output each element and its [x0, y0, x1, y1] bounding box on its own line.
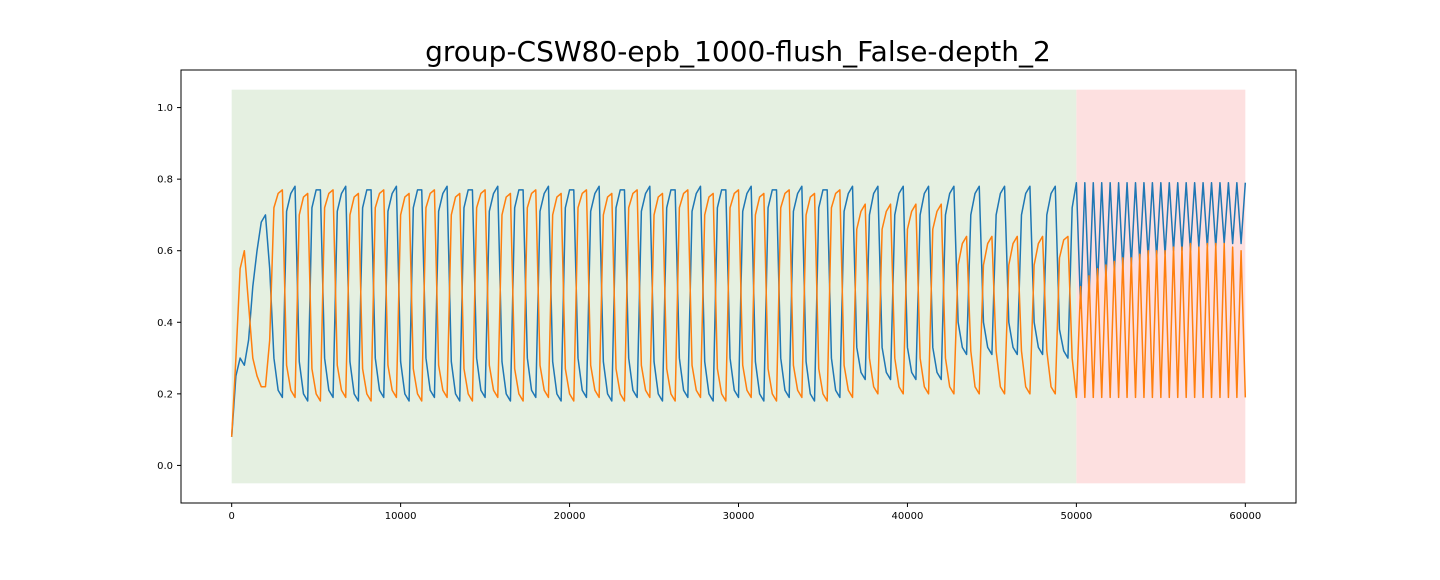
y-tick-label: 1.0: [157, 103, 173, 114]
y-tick-label: 0.0: [157, 461, 173, 472]
y-tick-label: 0.6: [157, 246, 173, 257]
x-tick-label: 60000: [1229, 511, 1261, 522]
x-tick-label: 50000: [1060, 511, 1092, 522]
x-tick-label: 30000: [723, 511, 755, 522]
y-tick-label: 0.4: [157, 318, 173, 329]
series-line: [230, 181, 1247, 437]
x-tick-label: 10000: [385, 511, 417, 522]
x-tick-label: 20000: [554, 511, 586, 522]
x-tick-label: 0: [228, 511, 234, 522]
series-line: [230, 189, 1247, 437]
y-tick-label: 0.8: [157, 175, 173, 186]
chart-title: group-CSW80-epb_1000-flush_False-depth_2: [425, 35, 1051, 68]
x-tick-label: 40000: [892, 511, 924, 522]
shaded-span: [1076, 89, 1246, 484]
shaded-span: [231, 89, 1077, 484]
y-tick-label: 0.2: [157, 389, 173, 400]
